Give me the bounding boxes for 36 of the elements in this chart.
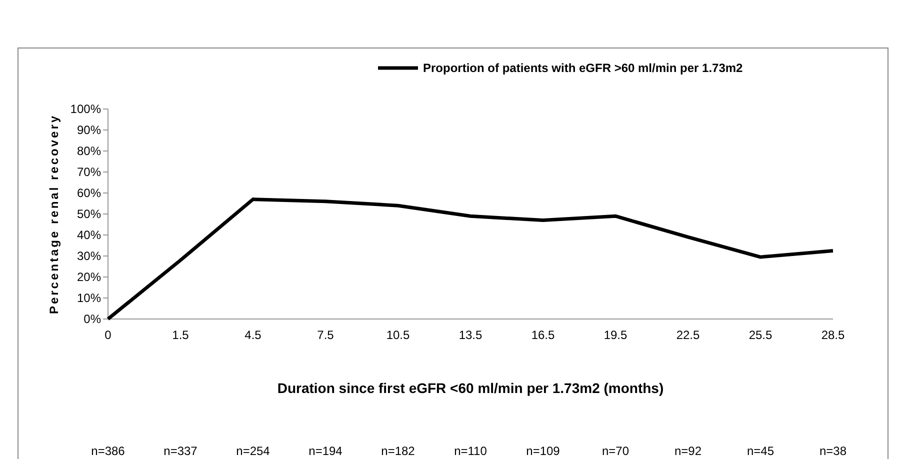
y-tick-label: 80% [76, 144, 102, 158]
x-tick-label: 16.5 [531, 328, 555, 342]
text: n=38 [819, 444, 847, 458]
y-tick-label: 0% [84, 312, 102, 326]
text: n=194 [308, 444, 343, 458]
x-tick-label: 13.5 [458, 328, 482, 342]
text: n=70 [602, 444, 630, 458]
x-tick-label: 19.5 [604, 328, 628, 342]
y-tick-label: 50% [76, 207, 102, 222]
text: n=386 [91, 444, 126, 458]
y-tick-label: 70% [76, 165, 102, 180]
y-tick-label: 20% [76, 270, 102, 284]
x-tick-label: 0 [104, 328, 112, 342]
x-tick-label: 28.5 [821, 328, 845, 342]
text: n=254 [236, 444, 270, 458]
text: n=45 [746, 444, 774, 458]
text: n=109 [526, 444, 560, 458]
y-tick-label: 10% [76, 291, 102, 306]
x-tick-label: 25.5 [748, 328, 772, 342]
text: n=182 [381, 444, 416, 458]
y-tick-label: 100% [70, 102, 102, 116]
x-tick-label: 4.5 [244, 328, 262, 342]
text: n=337 [164, 444, 198, 458]
y-tick-label: 60% [76, 186, 102, 200]
y-tick-label: 30% [76, 249, 102, 264]
y-tick-label: 40% [76, 228, 102, 242]
x-tick-label: 22.5 [676, 328, 700, 342]
legend-label: Proportion of patients with eGFR >60 ml/min per 1.73m2 [423, 61, 744, 76]
text: n=92 [674, 444, 702, 458]
y-tick-label: 90% [76, 123, 102, 138]
x-tick-label: 7.5 [317, 328, 334, 342]
x-tick-label: 10.5 [386, 328, 410, 342]
x-axis-title: Duration since first eGFR <60 ml/min per 1.73m2 (months) [277, 380, 664, 396]
x-tick-label: 1.5 [172, 328, 190, 342]
y-axis-title: Percentage renal recovery [47, 114, 61, 314]
text: n=110 [454, 444, 488, 458]
